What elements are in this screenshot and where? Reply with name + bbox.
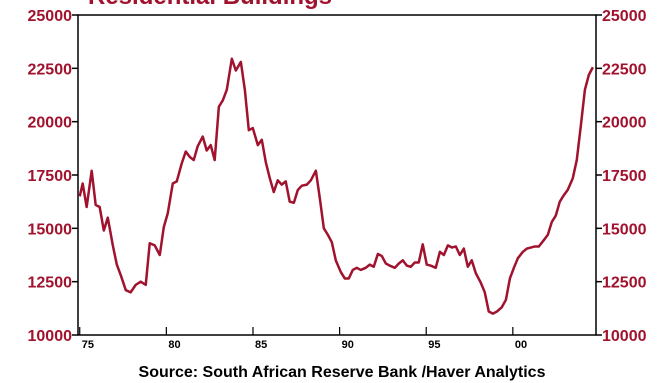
y2-tick-label: 17500 — [602, 168, 647, 185]
x-tick-label: 85 — [255, 339, 267, 351]
x-tick-label: 80 — [168, 339, 180, 351]
y-tick-label: 15000 — [28, 221, 73, 238]
data-line — [78, 57, 594, 315]
x-tick-label: 95 — [428, 339, 440, 351]
x-tick-label: 00 — [515, 339, 527, 351]
y-tick-label: 17500 — [28, 168, 73, 185]
y-tick-label: 12500 — [28, 275, 73, 292]
y-tick-label: 20000 — [28, 115, 73, 132]
y2-tick-label: 10000 — [602, 328, 647, 345]
y2-tick-label: 25000 — [602, 8, 647, 25]
y-tick-label: 25000 — [28, 8, 73, 25]
chart-title: Residential Buildings — [88, 0, 332, 10]
plot-frame — [77, 14, 597, 336]
y2-tick-label: 12500 — [602, 275, 647, 292]
y-tick-label: 22500 — [28, 61, 73, 78]
y-tick-label: 10000 — [28, 328, 73, 345]
y2-tick-label: 22500 — [602, 61, 647, 78]
y2-tick-label: 15000 — [602, 221, 647, 238]
y2-tick-label: 20000 — [602, 115, 647, 132]
source-note: Source: South African Reserve Bank /Have… — [139, 364, 546, 381]
x-tick-label: 90 — [342, 339, 354, 351]
x-tick-label: 75 — [82, 339, 94, 351]
